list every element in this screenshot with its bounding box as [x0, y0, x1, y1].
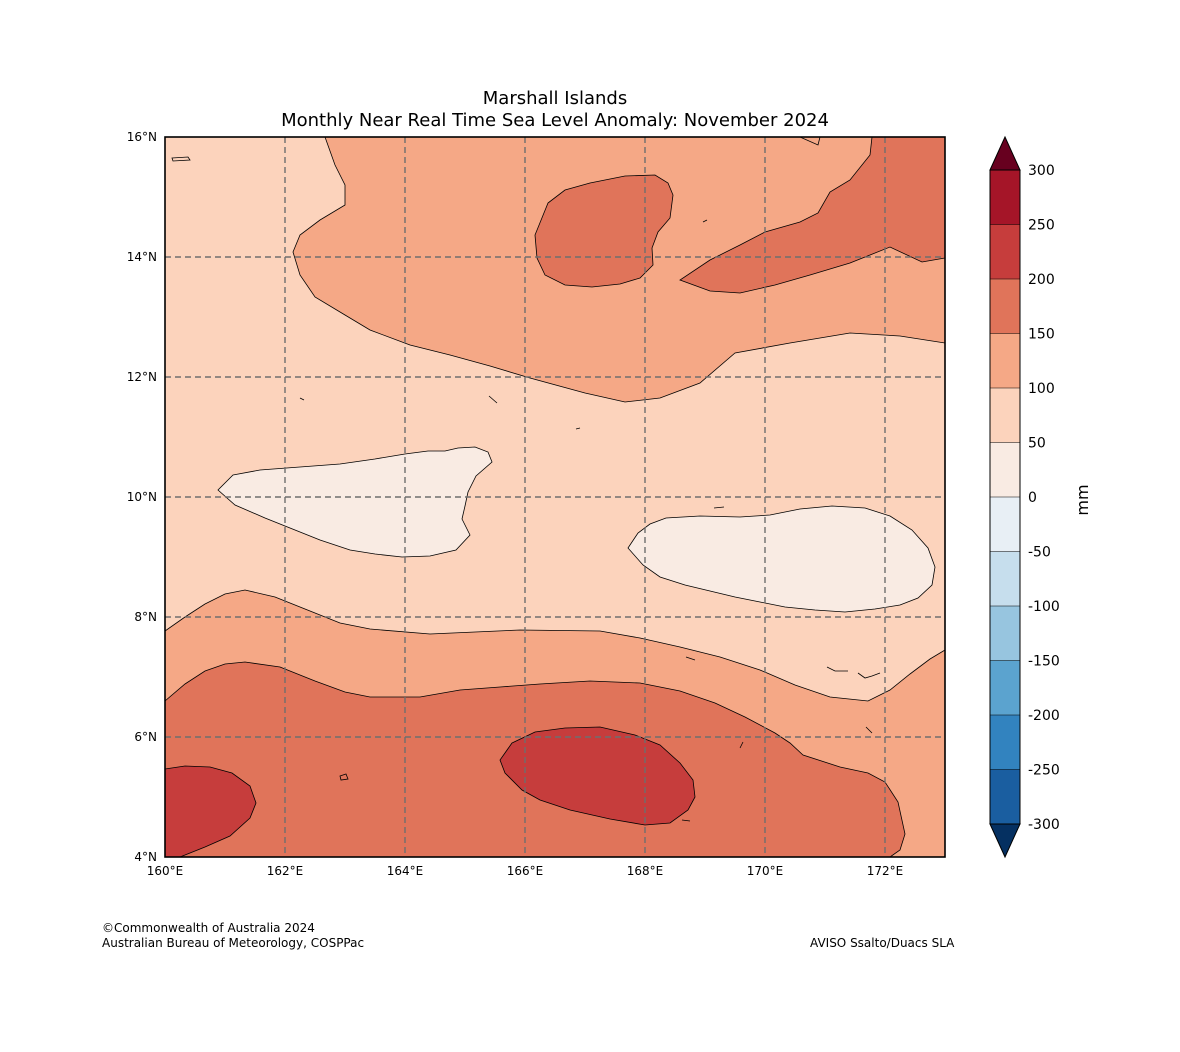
y-axis-ticks: 4°N 6°N 8°N 10°N 12°N 14°N 16°N [127, 130, 157, 864]
band-200-250-south-central [499, 726, 696, 826]
colorbar-segment [990, 279, 1020, 334]
y-tick-label: 16°N [127, 130, 157, 144]
copyright-text: ©Commonwealth of Australia 2024 [102, 921, 315, 935]
x-tick-label: 170°E [747, 864, 784, 878]
agency-text: Australian Bureau of Meteorology, COSPPa… [102, 936, 365, 950]
colorbar-segment [990, 551, 1020, 607]
y-tick-label: 14°N [127, 250, 157, 264]
colorbar-tick-label: -200 [1028, 708, 1060, 724]
colorbar-tick-label: 100 [1028, 381, 1055, 397]
colorbar-segment [990, 170, 1020, 225]
y-tick-label: 6°N [134, 730, 157, 744]
band-0-50-west [217, 446, 493, 558]
colorbar-tick-label: 0 [1028, 490, 1037, 506]
y-tick-label: 4°N [134, 850, 157, 864]
colorbar-tick-label: -300 [1028, 817, 1060, 833]
x-tick-label: 164°E [387, 864, 424, 878]
colorbar-segment [990, 442, 1020, 498]
map-gridlines [165, 137, 945, 857]
colorbar-tick-label: 150 [1028, 327, 1055, 343]
colorbar-segment [990, 224, 1020, 280]
y-tick-label: 8°N [134, 610, 157, 624]
colorbar-segment [990, 606, 1020, 661]
colorbar-extend-top [989, 135, 1021, 171]
map-frame [164, 136, 946, 858]
colorbar-segment [990, 660, 1020, 716]
colorbar-tick-label: 200 [1028, 272, 1055, 288]
data-source-text: AVISO Ssalto/Duacs SLA [810, 936, 955, 950]
colorbar-segment [990, 497, 1020, 552]
colorbar-tick-label: 300 [1028, 163, 1055, 179]
y-tick-label: 10°N [127, 490, 157, 504]
x-tick-label: 172°E [867, 864, 904, 878]
x-axis-ticks: 160°E 162°E 164°E 166°E 168°E 170°E 172°E [147, 864, 904, 878]
y-tick-label: 12°N [127, 370, 157, 384]
x-tick-label: 168°E [627, 864, 664, 878]
x-tick-label: 162°E [267, 864, 304, 878]
band-150-200-north-b [679, 137, 945, 294]
colorbar-segment [990, 388, 1020, 443]
x-tick-label: 166°E [507, 864, 544, 878]
colorbar-tick-label: 250 [1028, 218, 1055, 234]
map-title: Marshall Islands [482, 88, 628, 109]
islands [171, 137, 881, 822]
colorbar-tick-label: -50 [1028, 545, 1051, 561]
colorbar-tick-label: -250 [1028, 763, 1060, 779]
band-150-200-north-a [534, 174, 674, 288]
colorbar: 300 250 200 150 100 50 0 -50 -100 -150 -200 -250 -30… [989, 135, 1060, 859]
colorbar-label: mm [1073, 484, 1092, 515]
band-200-250-southwest [165, 765, 257, 857]
x-tick-label: 160°E [147, 864, 184, 878]
band-0-50-east [627, 505, 936, 613]
colorbar-extend-bottom [989, 823, 1021, 859]
colorbar-segment [990, 715, 1020, 770]
colorbar-segment [990, 333, 1020, 389]
colorbar-tick-label: -100 [1028, 599, 1060, 615]
colorbar-segment [990, 769, 1020, 825]
colorbar-tick-label: -150 [1028, 654, 1060, 670]
colorbar-tick-label: 50 [1028, 436, 1046, 452]
map-subtitle: Monthly Near Real Time Sea Level Anomaly… [281, 110, 829, 131]
